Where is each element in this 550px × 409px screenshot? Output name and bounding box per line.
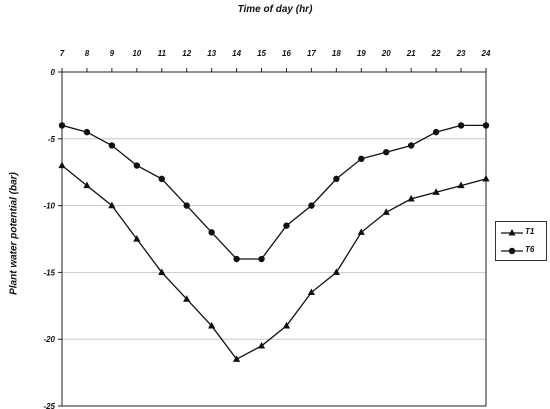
data-point-t6	[108, 142, 116, 149]
x-tick-label: 9	[110, 49, 115, 58]
data-point-t1	[382, 208, 390, 215]
data-point-t1	[332, 268, 340, 275]
data-point-t6	[133, 162, 141, 169]
legend-swatch-t1	[501, 229, 523, 236]
x-axis-title: Time of day (hr)	[237, 4, 313, 15]
y-tick-label: -5	[48, 135, 56, 144]
gridlines	[62, 138, 486, 340]
data-point-t1	[457, 181, 465, 189]
x-tick-label: 13	[207, 49, 216, 58]
data-point-t1	[58, 161, 66, 169]
data-point-t6	[158, 175, 165, 183]
series-line-t6	[61, 124, 486, 260]
series-line-t1	[61, 164, 487, 361]
legend: T1 T6	[495, 221, 547, 261]
x-ticks: 7 8 9 10 11 12 13 14 15 16 17 18 19 20 21 22 23 24	[60, 49, 491, 72]
x-tick-label: 15	[257, 49, 266, 58]
legend-item-t1: T1	[500, 226, 546, 240]
x-tick-label: 24	[481, 49, 491, 58]
data-point-t6	[383, 148, 390, 156]
data-point-t6	[308, 202, 315, 209]
y-tick-label: -20	[43, 335, 55, 344]
data-point-t1	[432, 188, 440, 195]
data-point-t6	[233, 255, 240, 263]
plot-area	[61, 71, 487, 407]
legend-item-t6: T6	[500, 244, 546, 258]
data-point-t1	[482, 174, 490, 182]
data-point-t1	[282, 321, 291, 329]
legend-swatch-t6	[501, 247, 523, 255]
x-tick-label: 18	[332, 49, 341, 58]
data-point-t1	[183, 295, 191, 302]
series-t6	[58, 122, 490, 263]
data-point-t6	[58, 122, 66, 129]
x-tick-label: 10	[132, 49, 141, 58]
data-point-t1	[158, 268, 166, 275]
series-t1	[58, 161, 490, 362]
data-point-t6	[333, 175, 340, 183]
data-point-t1	[108, 201, 116, 209]
data-point-t1	[232, 355, 241, 362]
data-point-t6	[407, 142, 415, 149]
data-point-t1	[133, 235, 141, 242]
x-tick-label: 7	[60, 49, 65, 58]
x-tick-label: 23	[456, 49, 466, 58]
series-group	[58, 122, 490, 362]
legend-label-t6: T6	[525, 245, 535, 254]
data-point-t1	[307, 288, 316, 296]
y-tick-label: -25	[43, 402, 55, 409]
x-tick-label: 16	[282, 49, 291, 58]
data-point-t6	[432, 128, 440, 136]
data-point-t1	[407, 194, 415, 202]
data-point-t6	[283, 222, 290, 229]
data-point-t1	[257, 341, 266, 349]
y-tick-label: -10	[43, 202, 55, 211]
data-point-t6	[482, 122, 490, 129]
x-tick-label: 20	[381, 49, 391, 58]
x-tick-label: 22	[431, 49, 441, 58]
data-point-t6	[183, 202, 190, 209]
data-point-t6	[208, 229, 215, 236]
x-tick-label: 19	[357, 49, 366, 58]
data-point-t1	[83, 181, 91, 189]
x-tick-label: 11	[158, 49, 167, 58]
x-tick-label: 17	[307, 49, 316, 58]
y-ticks: 0 -5 -10 -15 -20 -25	[43, 68, 62, 409]
x-tick-label: 21	[406, 49, 416, 58]
data-point-t6	[457, 122, 465, 129]
data-point-t6	[358, 155, 365, 163]
x-tick-label: 8	[85, 49, 90, 58]
data-point-t6	[258, 255, 265, 263]
y-tick-label: -15	[43, 268, 55, 277]
x-tick-label: 12	[182, 49, 191, 58]
y-tick-label: 0	[51, 68, 56, 77]
data-point-t1	[208, 321, 216, 329]
data-point-t1	[357, 228, 365, 235]
legend-label-t1: T1	[525, 227, 535, 236]
data-point-t6	[83, 128, 91, 136]
x-tick-label: 14	[232, 49, 241, 58]
